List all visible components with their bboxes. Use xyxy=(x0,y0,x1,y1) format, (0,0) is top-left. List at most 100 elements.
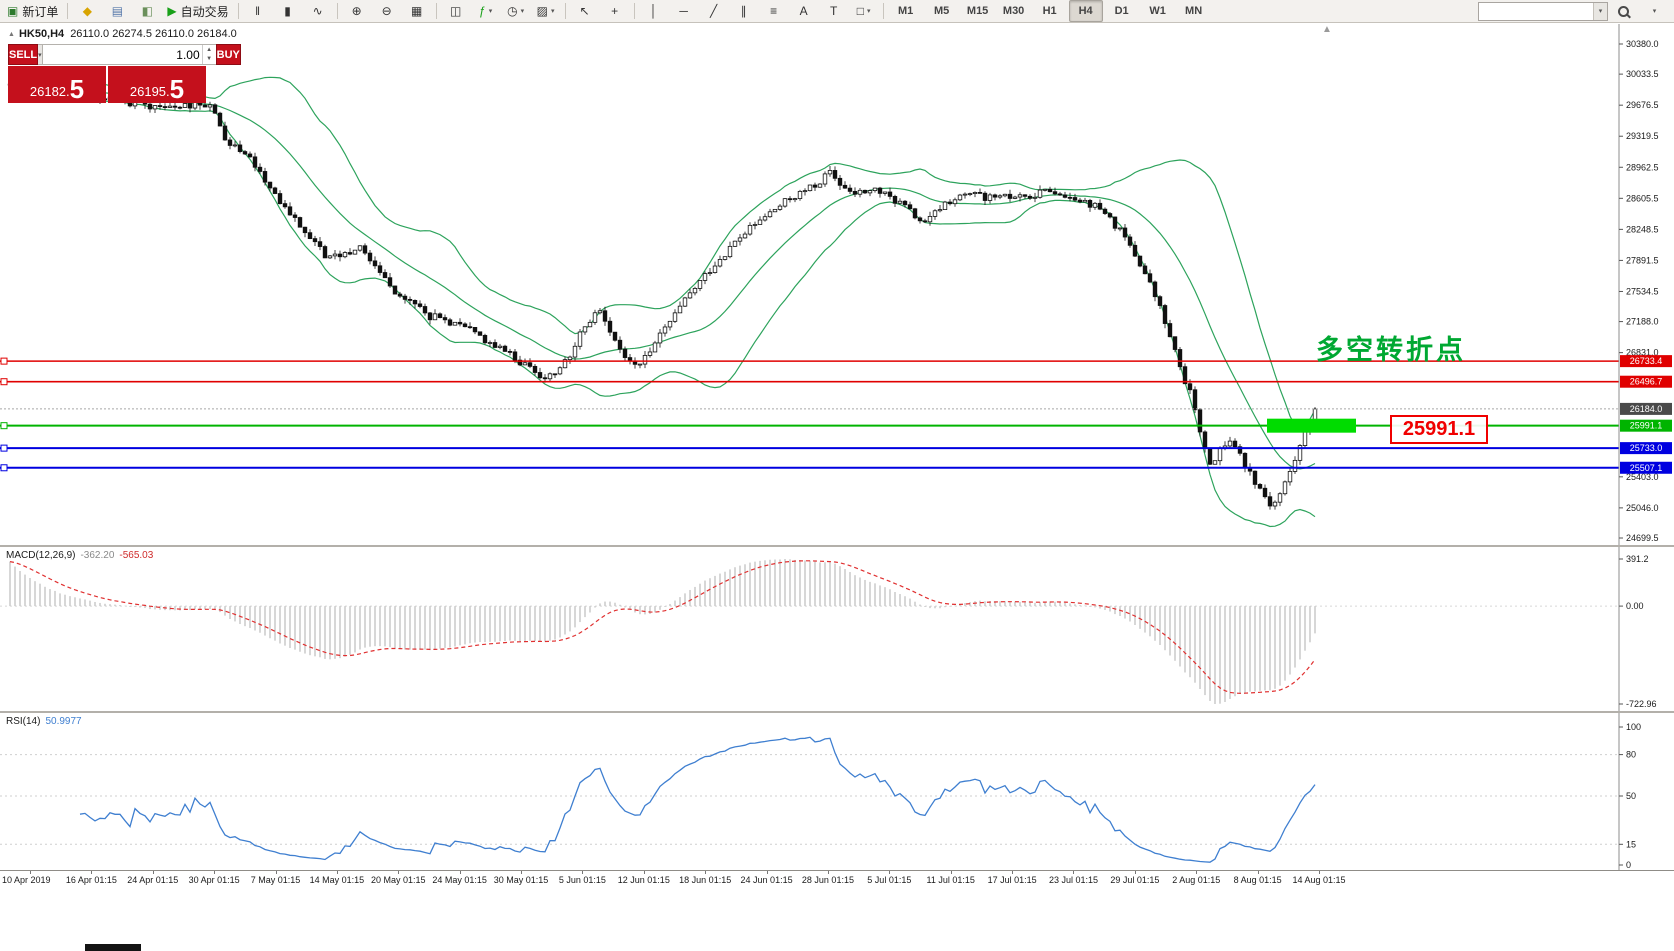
rsi-canvas[interactable]: 100 80 50 15 0 xyxy=(0,713,1674,870)
toolbar-overflow-button[interactable]: ▾ xyxy=(1639,0,1667,22)
macd-splitter[interactable] xyxy=(0,545,1674,547)
templates-button[interactable]: ▨ ▾ xyxy=(532,0,560,22)
hline-25507.1[interactable] xyxy=(0,464,1619,472)
svg-text:27891.5: 27891.5 xyxy=(1626,255,1659,265)
dropdown-caret-icon: ▾ xyxy=(488,8,493,15)
svg-text:15: 15 xyxy=(1626,839,1636,849)
auto-arrange-button[interactable]: ▦ xyxy=(403,0,431,22)
tile-windows-button[interactable]: ◫ xyxy=(442,0,470,22)
toolbar-separator xyxy=(336,3,338,19)
rsi-axis[interactable]: 100 80 50 15 0 xyxy=(1618,713,1674,870)
one-click-collapse-icon[interactable]: ▲ xyxy=(8,30,15,38)
svg-text:0: 0 xyxy=(1626,860,1631,870)
macd-canvas[interactable]: 391.2 0.00 -722.96 xyxy=(0,547,1674,711)
metaeditor-icon: ◆ xyxy=(82,4,92,18)
time-axis[interactable]: 10 Apr 2019 16 Apr 01:15 24 Apr 01:15 30 Ap… xyxy=(0,871,1674,891)
toolbar-separator xyxy=(67,3,69,19)
candlestick-chart-button[interactable]: ▮ xyxy=(274,0,302,22)
svg-text:100: 100 xyxy=(1626,722,1641,732)
search-input[interactable] xyxy=(1479,3,1593,19)
periods-button[interactable]: ◷ ▾ xyxy=(502,0,530,22)
chart-ohlc-values: 26110.0 26274.5 26110.0 26184.0 xyxy=(70,28,237,40)
buy-button[interactable]: BUY xyxy=(215,44,241,65)
hline-26733.4[interactable] xyxy=(0,357,1619,365)
tile-windows-icon: ◫ xyxy=(449,4,462,18)
indicators-button[interactable]: ƒ ▾ xyxy=(472,0,500,22)
sell-price-button[interactable]: 26182. 5 xyxy=(8,66,106,103)
time-label: 5 Jun 01:15 xyxy=(558,875,606,885)
hline-handle[interactable] xyxy=(0,464,8,472)
channel-button[interactable]: ∥ xyxy=(730,0,758,22)
volume-up-button[interactable]: ▲ xyxy=(206,46,213,53)
line-chart-button[interactable]: ∿ xyxy=(304,0,332,22)
price-axis[interactable]: 30380.0 30033.5 29676.5 29319.5 28962.5 28605… xyxy=(1618,24,1674,545)
terminal-button[interactable]: ▤ xyxy=(103,0,131,22)
candles-layer xyxy=(7,80,1318,510)
vertical-line-button[interactable]: │ xyxy=(640,0,668,22)
volume-down-button[interactable]: ▼ xyxy=(206,56,213,63)
autotrading-button[interactable]: ▶ 自动交易 xyxy=(163,0,232,22)
fibonacci-button[interactable]: ≡ xyxy=(760,0,788,22)
bar-chart-button[interactable]: ‖ xyxy=(244,0,272,22)
autotrading-button-label: 自动交易 xyxy=(180,4,229,19)
svg-text:80: 80 xyxy=(1626,750,1636,760)
timeframe-m30-button[interactable]: M30 xyxy=(1002,5,1025,17)
svg-text:28962.5: 28962.5 xyxy=(1626,162,1659,172)
timeframe-mn-button[interactable]: MN xyxy=(1185,5,1203,17)
hline-handle[interactable] xyxy=(0,422,8,430)
cursor-button[interactable]: ↖ xyxy=(571,0,599,22)
svg-text:27188.0: 27188.0 xyxy=(1626,317,1659,327)
strategy-tester-button[interactable]: ◧ xyxy=(133,0,161,22)
vertical-line-icon: │ xyxy=(649,4,658,18)
macd-signal-value: -565.03 xyxy=(119,550,154,561)
screen-artifact xyxy=(85,944,141,951)
timeframe-m1-button[interactable]: M1 xyxy=(897,5,914,17)
timeframe-w1-button[interactable]: W1 xyxy=(1149,5,1166,17)
time-label: 5 Jul 01:15 xyxy=(867,875,912,885)
line-chart-icon: ∿ xyxy=(312,4,323,18)
chart-shift-marker-icon[interactable]: ▲ xyxy=(1322,24,1332,35)
horizontal-line-button[interactable]: ─ xyxy=(670,0,698,22)
hline-handle[interactable] xyxy=(0,357,8,365)
timeframe-d1-button[interactable]: D1 xyxy=(1114,5,1129,17)
hline-handle[interactable] xyxy=(0,444,8,452)
ohlc-bars-icon: ‖ xyxy=(255,4,261,18)
timeframe-h1-button[interactable]: H1 xyxy=(1042,5,1057,17)
volume-input[interactable] xyxy=(42,45,202,64)
buy-price-button[interactable]: 26195. 5 xyxy=(108,66,206,103)
volume-dropdown-button[interactable]: ▾ xyxy=(38,44,43,65)
rsi-splitter[interactable] xyxy=(0,711,1674,713)
timeframe-h4-button[interactable]: H4 xyxy=(1068,0,1103,22)
volume-spinner: ▲ ▼ xyxy=(201,45,216,64)
time-label: 24 May 01:15 xyxy=(432,875,487,885)
time-label: 14 Aug 01:15 xyxy=(1292,875,1346,885)
hline-25991.1[interactable] xyxy=(0,422,1619,430)
time-tick xyxy=(275,871,277,874)
text-label-icon: T xyxy=(829,4,838,18)
main-chart-canvas[interactable]: 30380.0 30033.5 29676.5 29319.5 28962.5 28605… xyxy=(0,24,1674,545)
hline-26496.7[interactable] xyxy=(0,378,1619,386)
svg-text:25507.1: 25507.1 xyxy=(1630,463,1663,473)
green-rectangle-object[interactable] xyxy=(1267,418,1356,433)
zoom-in-icon: ⊕ xyxy=(351,4,362,18)
text-label-button[interactable]: T xyxy=(820,0,848,22)
hline-handle[interactable] xyxy=(0,378,8,386)
timeframe-m5-button[interactable]: M5 xyxy=(933,5,950,17)
arrows-button[interactable]: □ ▾ xyxy=(850,0,878,22)
zoom-out-button[interactable]: ⊖ xyxy=(373,0,401,22)
search-dropdown-caret[interactable]: ▾ xyxy=(1593,2,1607,20)
timeframe-m15-button[interactable]: M15 xyxy=(966,5,989,17)
new-order-button[interactable]: ▣ 新订单 xyxy=(3,0,62,22)
zoom-in-button[interactable]: ⊕ xyxy=(343,0,371,22)
metaeditor-button[interactable]: ◆ xyxy=(73,0,101,22)
text-button[interactable]: A xyxy=(790,0,818,22)
sell-button[interactable]: SELL xyxy=(8,44,39,65)
macd-axis[interactable]: 391.2 0.00 -722.96 xyxy=(1618,547,1674,711)
time-label: 8 Aug 01:15 xyxy=(1233,875,1282,885)
crosshair-button[interactable]: + xyxy=(601,0,629,22)
time-label: 20 May 01:15 xyxy=(371,875,426,885)
hline-25733.0[interactable] xyxy=(0,444,1619,452)
zoom-out-icon: ⊖ xyxy=(381,4,392,18)
search-button[interactable] xyxy=(1609,0,1637,22)
trendline-button[interactable]: ╱ xyxy=(700,0,728,22)
